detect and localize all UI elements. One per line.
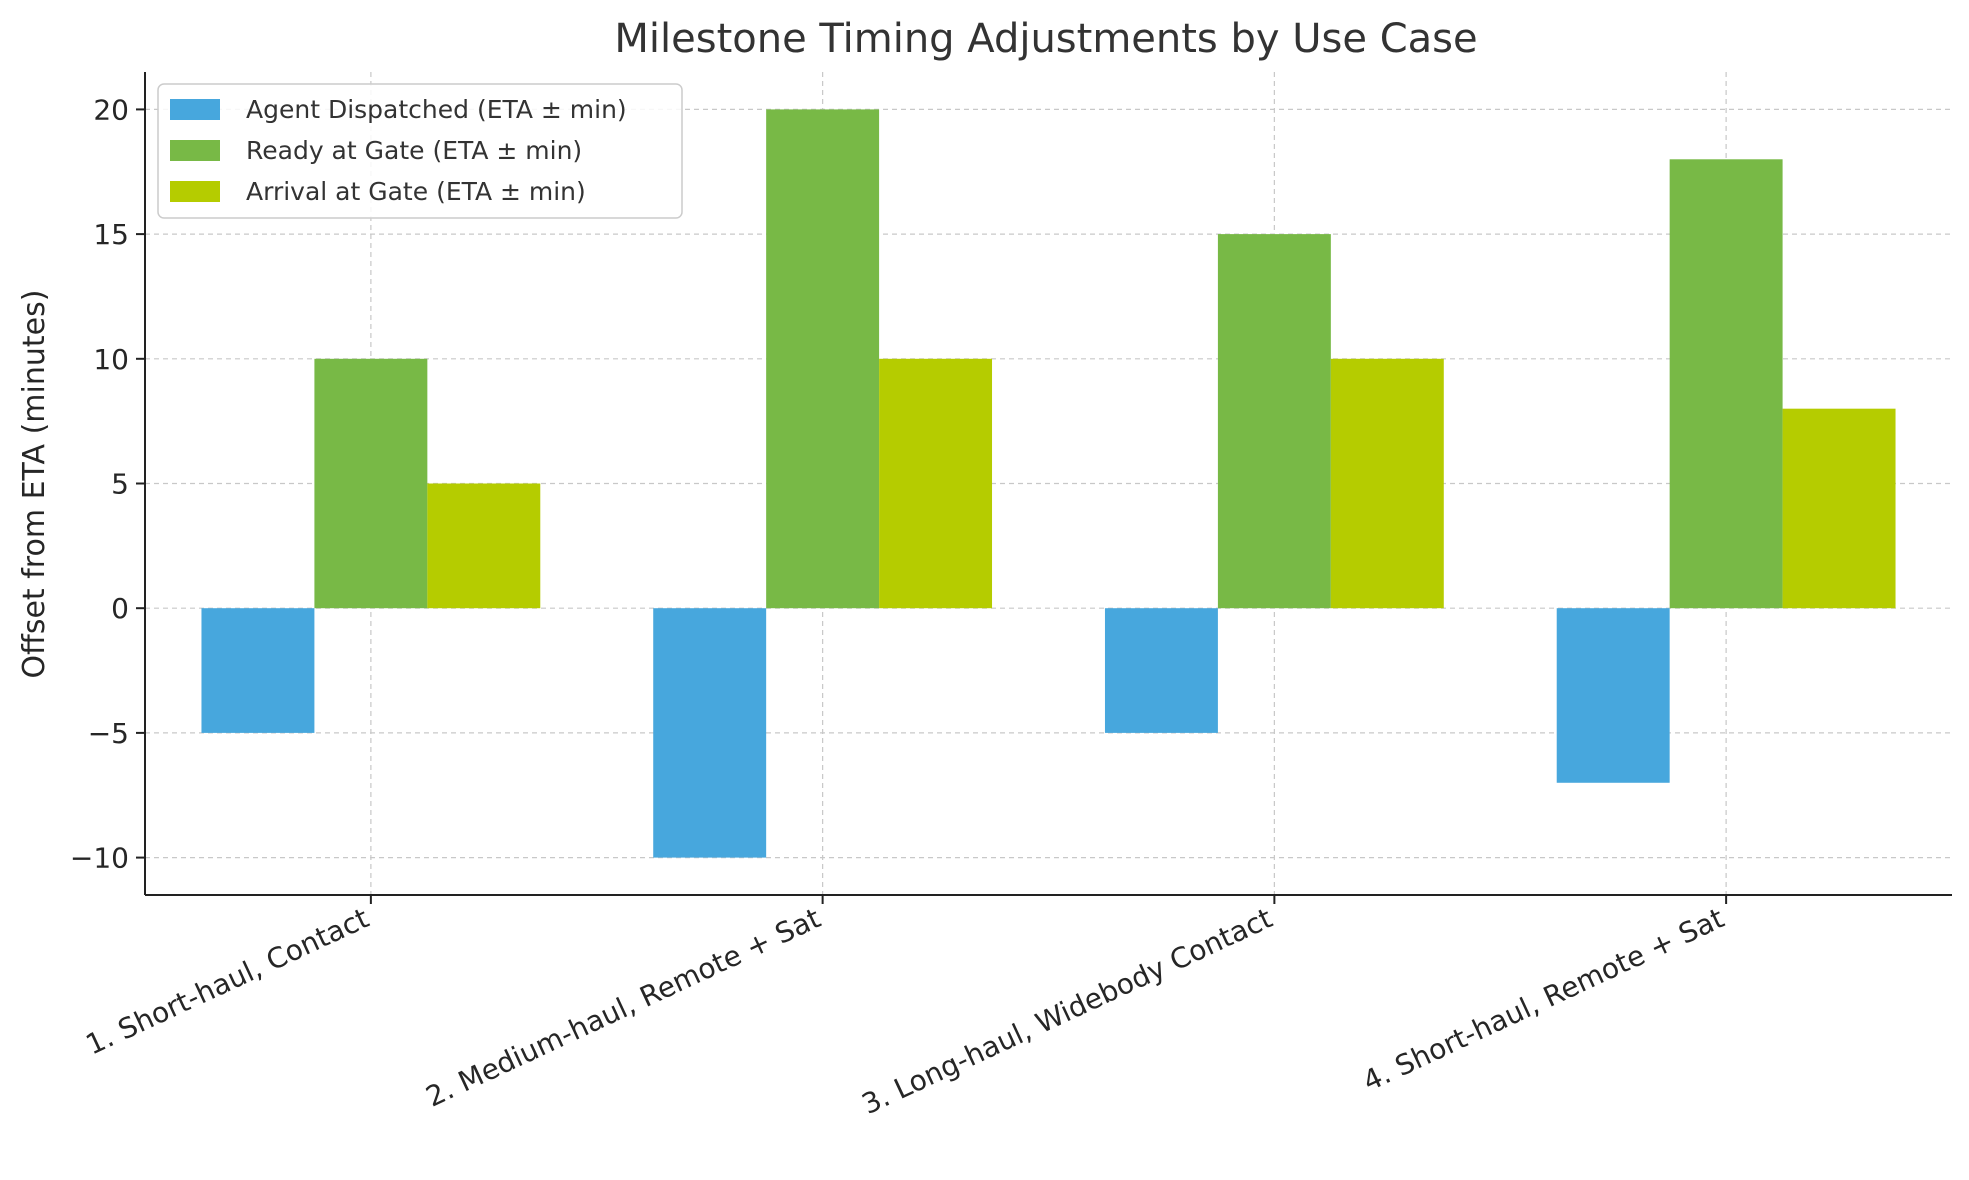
y-tick-label: 15 [93,218,129,251]
bar [427,483,541,609]
y-tick-label: −10 [70,842,129,875]
legend-label: Arrival at Gate (ETA ± min) [246,177,586,206]
legend-label: Agent Dispatched (ETA ± min) [246,95,627,124]
y-tick-label: 20 [93,93,129,126]
legend-label: Ready at Gate (ETA ± min) [246,136,582,165]
bar [1556,608,1670,783]
legend-swatch [170,99,220,120]
legend-swatch [170,181,220,202]
bar [314,358,428,609]
bar [1104,608,1218,733]
legend-swatch [170,140,220,161]
bars [201,109,1896,858]
x-tick-label: 4. Short-haul, Remote + Sat [1358,901,1729,1098]
chart-title: Milestone Timing Adjustments by Use Case [614,16,1477,62]
y-tick-label: 5 [111,468,129,501]
y-tick-label: 0 [111,592,129,625]
bar [201,608,315,733]
bar [653,608,767,858]
legend-box [157,83,683,219]
y-axis-label: Offset from ETA (minutes) [17,290,52,679]
x-tick-label: 3. Long-haul, Widebody Contact [857,901,1278,1121]
y-tick-label: −5 [88,717,129,750]
x-tick-label: 2. Medium-haul, Remote + Sat [421,901,826,1113]
x-tick-label: 1. Short-haul, Contact [81,901,374,1061]
bar [766,109,880,609]
bar [1330,358,1444,609]
bar [1782,408,1896,609]
legend: Agent Dispatched (ETA ± min) Ready at Gat… [157,83,683,219]
bar [1217,234,1331,609]
bar [1669,159,1783,609]
y-tick-label: 10 [93,343,129,376]
bar [879,358,993,609]
